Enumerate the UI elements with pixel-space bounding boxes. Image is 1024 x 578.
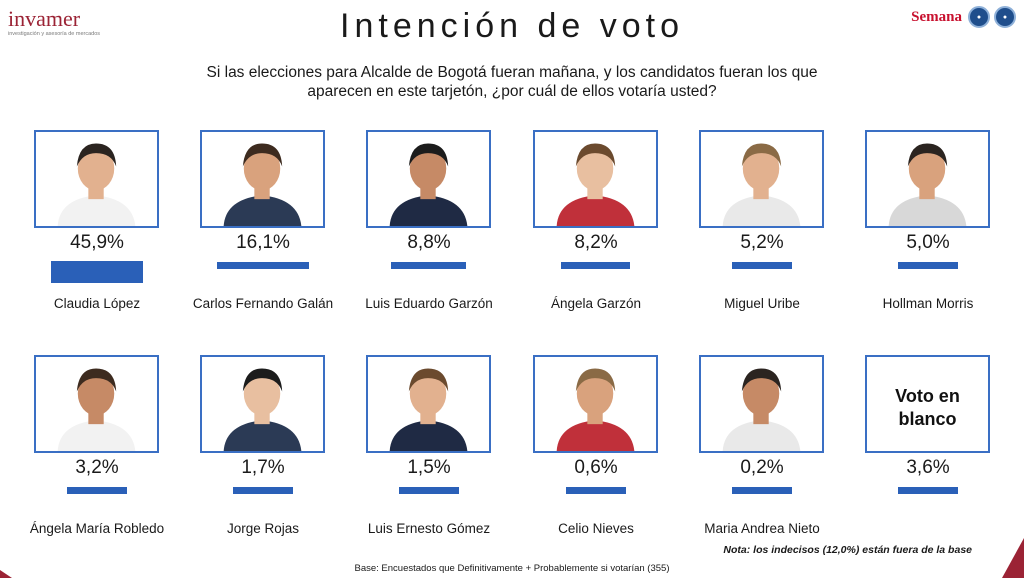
blank-vote-box: Voto en blanco (865, 355, 990, 453)
candidate-name: Luis Ernesto Gómez (367, 521, 491, 536)
candidate-card: 1,5% Luis Ernesto Gómez (349, 355, 509, 545)
bar (731, 487, 792, 494)
bogota-logo-icon: ● (994, 6, 1016, 28)
bar (560, 262, 630, 269)
candidate-photo (533, 355, 658, 453)
question-line-1: Si las elecciones para Alcalde de Bogotá… (206, 64, 818, 81)
blank-vote-label-line-1: Voto en (895, 386, 960, 406)
invamer-logo: invamer investigación y asesoría de merc… (8, 6, 118, 38)
bar (232, 487, 293, 494)
survey-question: Si las elecciones para Alcalde de Bogotá… (0, 63, 1024, 101)
candidate-name: Jorge Rojas (226, 521, 300, 536)
candidate-name: Carlos Fernando Galán (192, 296, 334, 311)
candidate-card: 0,2% Maria Andrea Nieto (682, 355, 842, 545)
candidate-photo (200, 355, 325, 453)
data-label: 1,5% (407, 457, 451, 478)
candidate-name: Ángela Garzón (550, 296, 642, 311)
data-label: 16,1% (236, 232, 290, 253)
portrait-image (202, 357, 323, 451)
data-label: 0,6% (574, 457, 618, 478)
footnote: Nota: los indecisos (12,0%) están fuera … (723, 544, 972, 556)
bar (50, 261, 143, 283)
portrait-image (202, 132, 323, 226)
candidate-photo (865, 130, 990, 228)
page-title: Intención de voto (340, 7, 684, 45)
candidate-card: 0,6% Celio Nieves (516, 355, 676, 545)
data-label: 3,2% (75, 457, 119, 478)
portrait-image (36, 132, 157, 226)
data-label: 3,6% (906, 457, 950, 478)
candidate-name: Miguel Uribe (724, 296, 800, 311)
candidate-card: 8,2% Ángela Garzón (516, 130, 676, 320)
base-text: Base: Encuestados que Definitivamente + … (354, 563, 670, 574)
candidate-card: 5,0% Hollman Morris (848, 130, 1008, 320)
data-label: 8,2% (574, 232, 618, 253)
candidate-name: Maria Andrea Nieto (704, 521, 820, 536)
bar (216, 262, 309, 269)
corner-accent-left (0, 570, 12, 578)
portrait-image (368, 357, 489, 451)
logo-tagline: investigación y asesoría de mercados (8, 31, 101, 37)
candidate-photo (34, 355, 159, 453)
data-label: 5,2% (740, 232, 784, 253)
data-label: 45,9% (70, 232, 124, 253)
data-label: 8,8% (407, 232, 451, 253)
candidate-name: Claudia López (53, 296, 141, 311)
candidate-photo (699, 130, 824, 228)
portrait-image (535, 132, 656, 226)
bar (398, 487, 459, 494)
question-line-2: aparecen en este tarjetón, ¿por cuál de … (307, 83, 717, 100)
candidate-name: Hollman Morris (882, 296, 974, 311)
candidate-photo (699, 355, 824, 453)
candidate-photo (366, 130, 491, 228)
portrait-image (368, 132, 489, 226)
candidate-name: Luis Eduardo Garzón (365, 296, 493, 311)
candidate-photo (533, 130, 658, 228)
data-label: 1,7% (241, 457, 285, 478)
semana-logo: Semana (911, 8, 962, 25)
corner-accent (1002, 538, 1024, 578)
candidate-card: 1,7% Jorge Rojas (183, 355, 343, 545)
bar (391, 262, 466, 269)
candidate-name: Celio Nieves (558, 521, 634, 536)
portrait-image (701, 357, 822, 451)
candidate-card: 16,1% Carlos Fernando Galán (183, 130, 343, 320)
candidate-photo (34, 130, 159, 228)
logo-wordmark: invamer (8, 6, 81, 31)
partner-logos: Semana ● ● (911, 6, 1016, 28)
data-label: 5,0% (906, 232, 950, 253)
blank-vote-card: Voto en blanco 3,6% (848, 355, 1008, 545)
blank-vote-label: Voto en blanco (867, 385, 988, 431)
blank-vote-label-line-2: blanco (898, 409, 957, 429)
candidate-card: 5,2% Miguel Uribe (682, 130, 842, 320)
portrait-image (867, 132, 988, 226)
seal-icon: ● (968, 6, 990, 28)
candidate-card: 45,9% Claudia López (17, 130, 177, 320)
bar (897, 262, 958, 269)
bar (731, 262, 792, 269)
candidate-name: Ángela María Robledo (29, 521, 165, 536)
candidate-card: 8,8% Luis Eduardo Garzón (349, 130, 509, 320)
candidate-photo (366, 355, 491, 453)
bar (897, 487, 958, 494)
bar (565, 487, 626, 494)
bar (66, 487, 127, 494)
portrait-image (701, 132, 822, 226)
portrait-image (535, 357, 656, 451)
portrait-image (36, 357, 157, 451)
data-label: 0,2% (740, 457, 784, 478)
candidate-card: 3,2% Ángela María Robledo (17, 355, 177, 545)
candidate-photo (200, 130, 325, 228)
